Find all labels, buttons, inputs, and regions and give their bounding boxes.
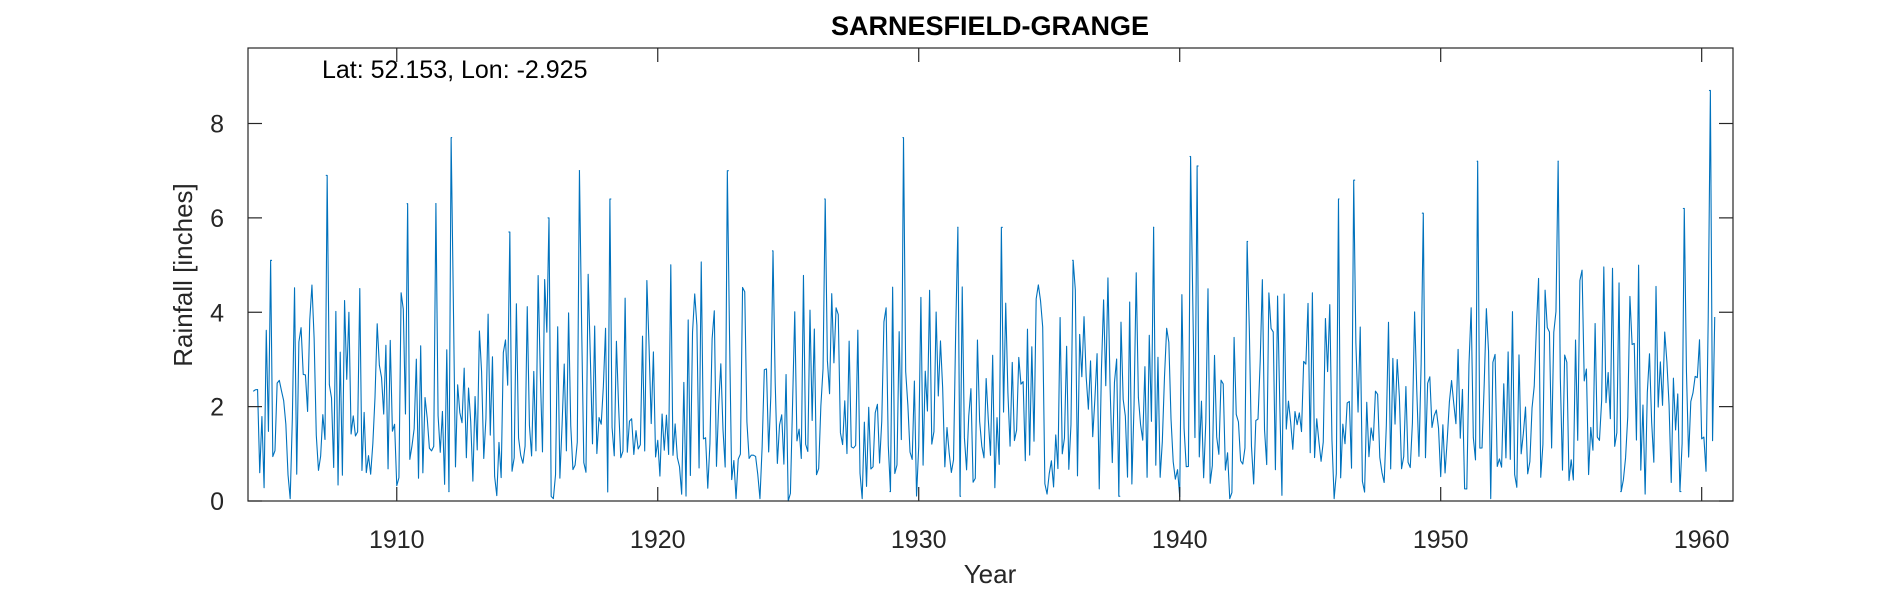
rainfall-peak-point: [1476, 160, 1478, 162]
rainfall-peak-point: [1353, 179, 1356, 181]
y-tick-label: 6: [210, 205, 224, 233]
x-tick-label: 1920: [630, 526, 686, 554]
axes: [247, 47, 1734, 502]
rainfall-peak-point: [508, 231, 510, 233]
rainfall-peak-point: [824, 198, 826, 200]
x-axis-label: Year: [964, 559, 1017, 589]
coordinates-annotation: Lat: 52.153, Lon: -2.925: [322, 56, 588, 84]
rainfall-peak-point: [957, 226, 959, 228]
rainfall-trough-point: [1620, 490, 1622, 493]
x-tick-label: 1960: [1674, 526, 1730, 554]
rainfall-peak-point: [406, 203, 408, 205]
rainfall-peak-point: [1557, 160, 1559, 162]
rainfall-trough-point: [448, 490, 450, 493]
rainfall-line: [252, 89, 1716, 502]
x-tick-label: 1940: [1152, 526, 1208, 554]
y-ticks: 0 2 4 6 8: [210, 111, 1733, 516]
rainfall-peak-point: [902, 137, 904, 139]
rainfall-peak-point: [771, 250, 774, 252]
rainfall-peak-point: [547, 217, 549, 219]
rainfall-trough-point: [1119, 495, 1121, 497]
rainfall-peak-point: [1153, 226, 1155, 228]
rainfall-peak-point: [270, 259, 273, 261]
rainfall-trough-point: [959, 495, 962, 497]
y-tick-label: 8: [210, 111, 224, 139]
rainfall-peak-point: [1072, 259, 1074, 261]
y-tick-label: 0: [210, 488, 224, 516]
x-ticks: 1910 1920 1930 1940 1950 1960: [369, 48, 1730, 554]
y-tick-label: 2: [210, 394, 224, 422]
rainfall-series: [252, 89, 1716, 502]
rainfall-peak-point: [325, 174, 327, 177]
rainfall-peak-point: [1682, 207, 1685, 210]
rainfall-trough-point: [1680, 490, 1682, 493]
plot-area: [248, 48, 1733, 501]
x-tick-label: 1910: [369, 526, 425, 554]
y-tick-label: 4: [210, 299, 224, 327]
axes-box: [247, 47, 1734, 502]
rainfall-peak-point: [1708, 89, 1711, 92]
y-axis-label: Rainfall [inches]: [168, 183, 198, 367]
rainfall-peak-point: [1246, 240, 1249, 243]
x-tick-label: 1930: [891, 526, 947, 554]
rainfall-peak-point: [450, 137, 453, 139]
rainfall-peak-point: [727, 170, 729, 172]
rainfall-peak-point: [578, 170, 581, 172]
rainfall-peak-point: [1338, 198, 1340, 200]
rainfall-peak-point: [1001, 226, 1003, 228]
rainfall-trough-point: [889, 490, 891, 493]
chart-title: SARNESFIELD-GRANGE: [831, 11, 1149, 41]
x-tick-label: 1950: [1413, 526, 1469, 554]
rainfall-peak-point: [1189, 155, 1191, 158]
rainfall-peak-point: [1197, 165, 1199, 167]
rainfall-peak-point: [435, 203, 437, 205]
rainfall-peak-point: [610, 198, 612, 200]
rainfall-peak-point: [1421, 212, 1424, 214]
